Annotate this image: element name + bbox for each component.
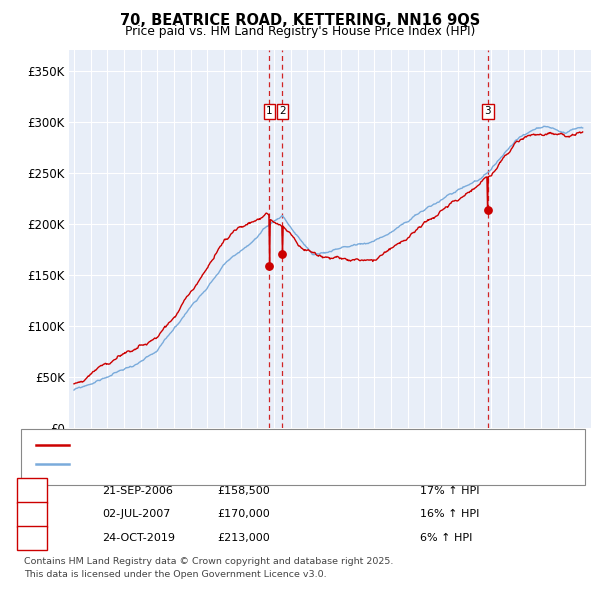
Text: 6% ↑ HPI: 6% ↑ HPI: [420, 533, 472, 543]
Text: 16% ↑ HPI: 16% ↑ HPI: [420, 510, 479, 519]
Text: 3: 3: [484, 106, 491, 116]
Text: Contains HM Land Registry data © Crown copyright and database right 2025.: Contains HM Land Registry data © Crown c…: [24, 558, 394, 566]
Text: £158,500: £158,500: [217, 486, 270, 496]
Text: This data is licensed under the Open Government Licence v3.0.: This data is licensed under the Open Gov…: [24, 571, 326, 579]
Text: £213,000: £213,000: [217, 533, 270, 543]
Text: 02-JUL-2007: 02-JUL-2007: [102, 510, 170, 519]
Text: 1: 1: [266, 106, 273, 116]
Text: £170,000: £170,000: [217, 510, 270, 519]
Text: 24-OCT-2019: 24-OCT-2019: [102, 533, 175, 543]
Text: 2: 2: [279, 106, 286, 116]
Text: 70, BEATRICE ROAD, KETTERING, NN16 9QS: 70, BEATRICE ROAD, KETTERING, NN16 9QS: [120, 13, 480, 28]
Text: HPI: Average price, semi-detached house, North Northamptonshire: HPI: Average price, semi-detached house,…: [75, 460, 441, 469]
Text: 1: 1: [29, 486, 37, 496]
Text: 70, BEATRICE ROAD, KETTERING, NN16 9QS (semi-detached house): 70, BEATRICE ROAD, KETTERING, NN16 9QS (…: [75, 440, 445, 450]
Text: 17% ↑ HPI: 17% ↑ HPI: [420, 486, 479, 496]
Point: [483, 206, 493, 215]
Text: Price paid vs. HM Land Registry's House Price Index (HPI): Price paid vs. HM Land Registry's House …: [125, 25, 475, 38]
Text: 2: 2: [29, 510, 37, 519]
Point: [265, 261, 274, 271]
Text: 21-SEP-2006: 21-SEP-2006: [102, 486, 173, 496]
Text: 3: 3: [29, 533, 37, 543]
Point: [278, 250, 287, 259]
